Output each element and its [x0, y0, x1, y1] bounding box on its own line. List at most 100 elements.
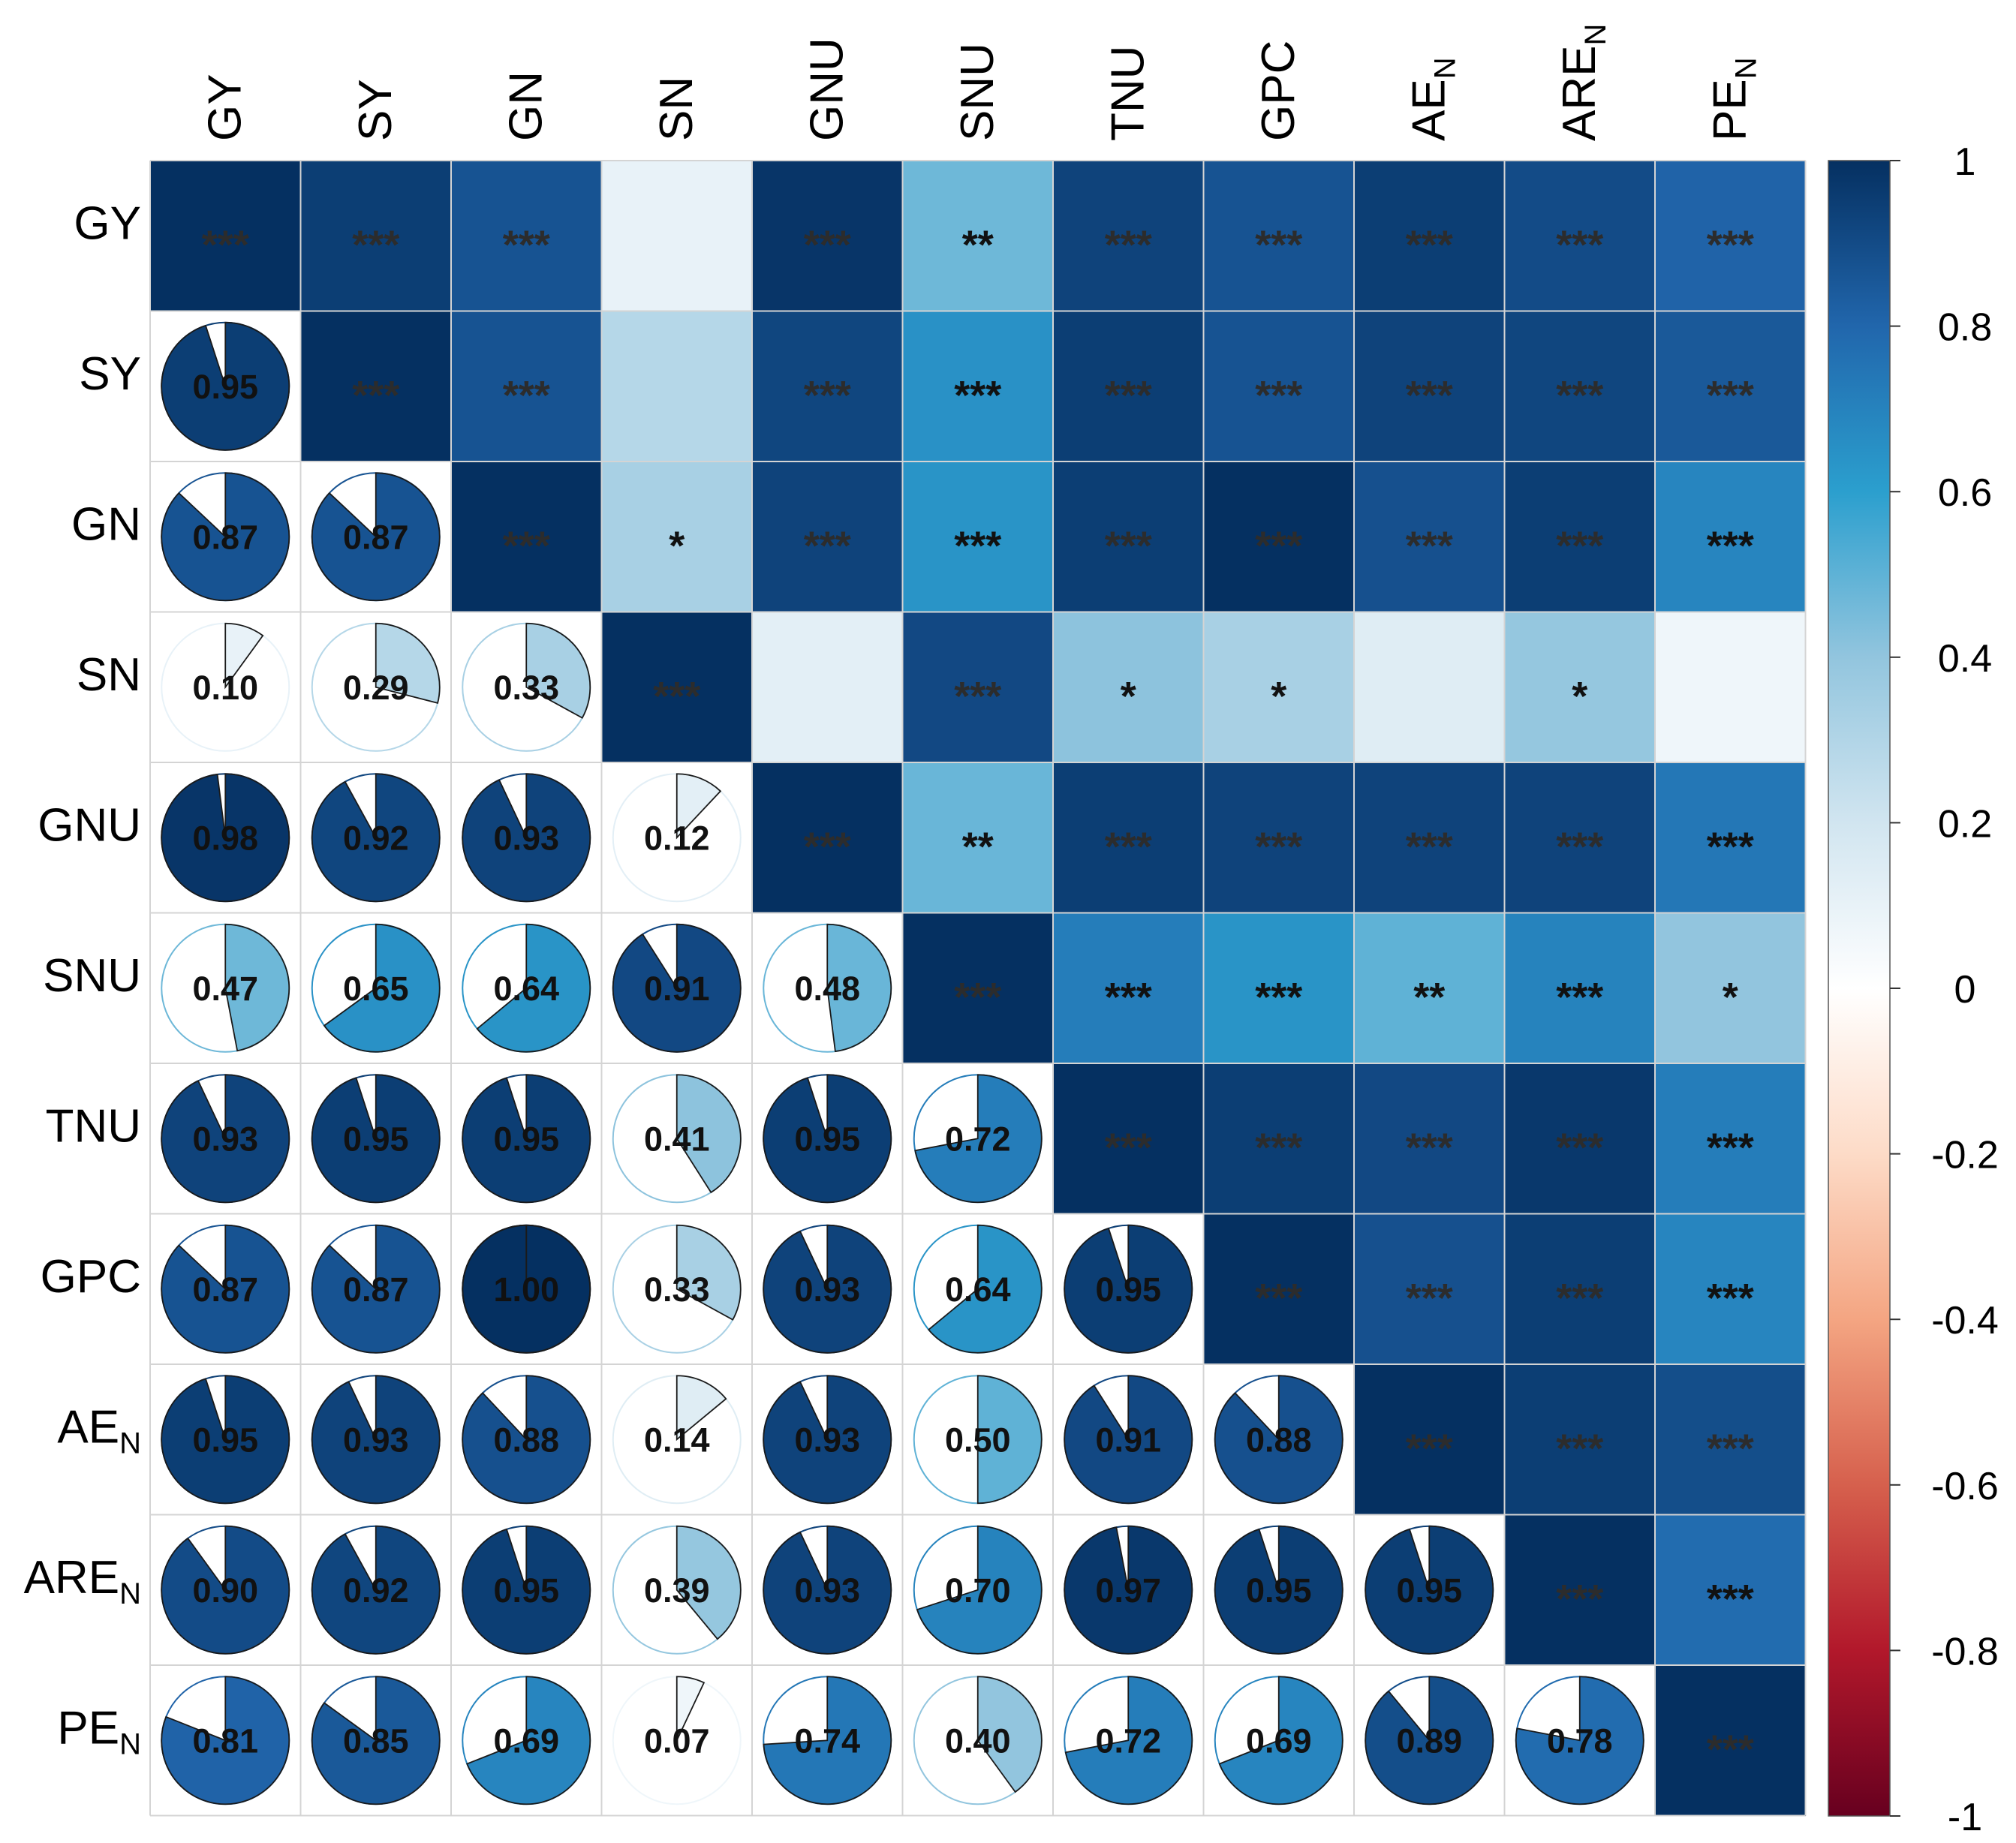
heat-cell-4-7 — [1203, 762, 1355, 914]
heat-cell-6-8 — [1354, 1063, 1506, 1215]
significance-stars-5-9: *** — [1556, 975, 1603, 1020]
significance-stars-6-7: *** — [1255, 1125, 1302, 1170]
heat-cell-10-10 — [1655, 1665, 1807, 1817]
heat-cell-9-9 — [1504, 1514, 1656, 1666]
pie-wedge-10-8 — [1365, 1676, 1494, 1805]
significance-stars-5-5: *** — [954, 975, 1001, 1020]
heat-cell-0-0 — [150, 161, 302, 312]
correlation-value-5-0: 0.47 — [192, 970, 258, 1008]
significance-stars-0-6: *** — [1105, 222, 1152, 267]
heat-cell-2-8 — [1354, 462, 1506, 613]
pie-wedge-8-7 — [1214, 1375, 1343, 1505]
pie-wedge-4-3 — [676, 773, 722, 840]
pie-wedge-10-1 — [311, 1676, 441, 1805]
significance-stars-4-6: *** — [1105, 824, 1152, 869]
significance-stars-0-5: ** — [962, 222, 994, 267]
correlation-value-10-6: 0.72 — [1095, 1721, 1161, 1760]
heat-cell-8-10 — [1655, 1364, 1807, 1516]
row-label-7: GPC — [41, 1251, 141, 1303]
significance-stars-9-10: *** — [1707, 1577, 1754, 1622]
pie-wedge-7-1 — [311, 1224, 441, 1354]
correlation-value-9-3: 0.39 — [644, 1571, 710, 1610]
correlation-value-9-4: 0.93 — [794, 1571, 860, 1610]
significance-stars-4-8: *** — [1406, 824, 1453, 869]
row-label-8: AEN — [57, 1401, 141, 1460]
significance-stars-0-4: *** — [804, 222, 851, 267]
column-label-7: GPC — [1253, 41, 1304, 141]
column-label-6: TNU — [1102, 46, 1154, 141]
significance-stars-0-2: *** — [503, 222, 550, 267]
correlation-value-10-1: 0.85 — [343, 1721, 409, 1760]
heat-cell-5-8 — [1354, 912, 1506, 1064]
heat-cell-6-6 — [1053, 1063, 1205, 1215]
correlation-value-7-5: 0.64 — [945, 1270, 1011, 1309]
correlation-value-3-1: 0.29 — [343, 669, 409, 707]
pie-wedge-7-4 — [763, 1224, 892, 1354]
significance-stars-3-9: * — [1572, 674, 1587, 719]
pie-wedge-8-4 — [763, 1375, 892, 1505]
pie-wedge-7-5 — [927, 1224, 1043, 1354]
correlation-value-5-3: 0.91 — [644, 970, 710, 1008]
heat-cell-2-7 — [1203, 462, 1355, 613]
heat-cell-4-4 — [752, 762, 904, 914]
pie-wedge-3-1 — [375, 622, 441, 704]
correlation-value-10-4: 0.74 — [794, 1721, 860, 1760]
colorbar-tick-label-4: 0.2 — [1938, 802, 1992, 846]
pie-wedge-6-4 — [763, 1074, 892, 1204]
pie-wedge-8-2 — [462, 1375, 591, 1505]
correlation-value-9-6: 0.97 — [1095, 1571, 1161, 1610]
correlation-value-3-2: 0.33 — [493, 669, 559, 707]
heat-cell-2-10 — [1655, 462, 1807, 613]
pie-wedge-10-2 — [466, 1676, 591, 1805]
correlation-value-4-0: 0.98 — [192, 819, 258, 857]
pie-wedge-1-0 — [161, 321, 290, 451]
heat-cell-3-7 — [1203, 612, 1355, 763]
significance-stars-2-6: *** — [1105, 523, 1152, 568]
correlation-value-4-3: 0.12 — [644, 819, 710, 857]
pie-wedge-9-1 — [311, 1525, 441, 1655]
pie-wedge-8-1 — [311, 1375, 441, 1505]
significance-stars-8-9: *** — [1556, 1426, 1603, 1471]
row-label-10: PEN — [57, 1702, 141, 1760]
pie-wedge-9-8 — [1365, 1525, 1494, 1655]
heat-cell-4-5 — [902, 762, 1054, 914]
significance-stars-0-1: *** — [352, 222, 399, 267]
row-label-4: GNU — [38, 799, 141, 851]
heat-cell-3-9 — [1504, 612, 1656, 763]
column-label-3: SN — [651, 77, 703, 141]
correlation-value-6-2: 0.95 — [493, 1120, 559, 1158]
significance-stars-7-9: *** — [1556, 1276, 1603, 1321]
colorbar-tick-label-2: 0.6 — [1938, 471, 1992, 515]
significance-stars-5-8: ** — [1413, 975, 1445, 1020]
pie-wedge-6-0 — [161, 1074, 290, 1204]
significance-stars-2-2: *** — [503, 523, 550, 568]
correlation-value-10-0: 0.81 — [192, 1721, 258, 1760]
correlation-value-5-1: 0.65 — [343, 970, 409, 1008]
correlation-value-8-0: 0.95 — [192, 1421, 258, 1459]
correlation-value-2-0: 0.87 — [192, 518, 258, 556]
heat-cell-5-6 — [1053, 912, 1205, 1064]
significance-stars-1-4: *** — [804, 373, 851, 418]
pie-wedge-7-0 — [161, 1224, 290, 1354]
pie-wedge-8-0 — [161, 1375, 290, 1505]
heat-cell-6-9 — [1504, 1063, 1656, 1215]
pie-wedge-2-1 — [311, 472, 441, 602]
pie-wedge-10-4 — [763, 1676, 892, 1805]
pie-wedge-3-2 — [525, 622, 591, 719]
pie-wedge-8-5 — [976, 1375, 1043, 1505]
significance-stars-6-8: *** — [1406, 1125, 1453, 1170]
pie-wedge-10-0 — [161, 1676, 290, 1805]
pie-wedge-4-1 — [311, 773, 441, 903]
significance-stars-5-6: *** — [1105, 975, 1152, 1020]
pie-wedge-6-2 — [462, 1074, 591, 1204]
significance-stars-4-7: *** — [1255, 824, 1302, 869]
colorbar-tick-label-1: 0.8 — [1938, 306, 1992, 350]
column-label-0: GY — [199, 74, 251, 141]
pie-wedge-6-1 — [311, 1074, 441, 1204]
significance-stars-2-4: *** — [804, 523, 851, 568]
heat-cell-5-5 — [902, 912, 1054, 1064]
pie-wedge-9-5 — [916, 1525, 1043, 1655]
significance-stars-2-7: *** — [1255, 523, 1302, 568]
significance-stars-10-10: *** — [1707, 1727, 1754, 1772]
correlation-value-8-4: 0.93 — [794, 1421, 860, 1459]
